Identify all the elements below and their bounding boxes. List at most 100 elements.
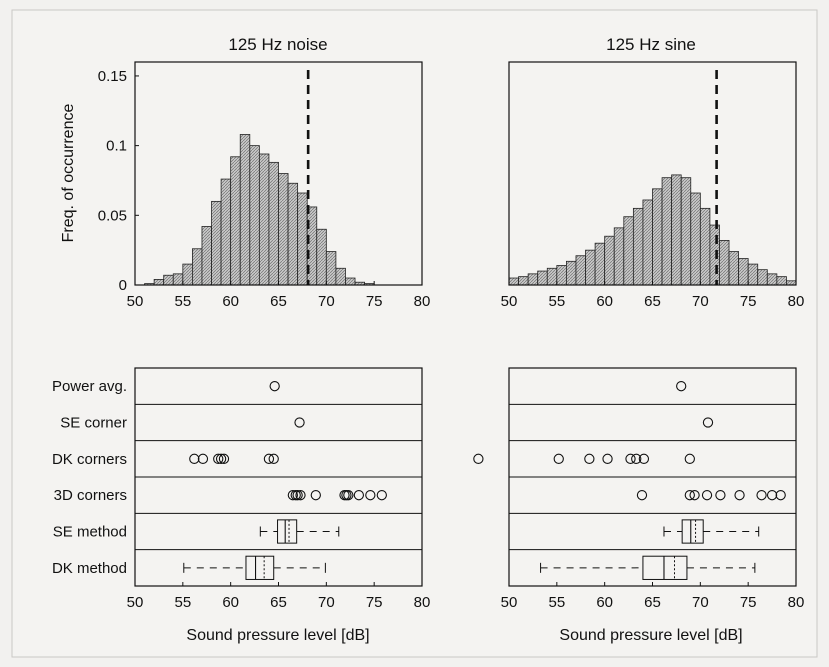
data-point xyxy=(756,490,767,501)
data-point xyxy=(353,490,365,501)
data-point xyxy=(734,490,745,501)
data-point xyxy=(376,490,387,501)
histogram-bar xyxy=(623,216,634,286)
strip-xtick-label: 50 xyxy=(501,594,518,611)
figure-frame xyxy=(11,9,818,658)
histogram-bar xyxy=(287,182,299,286)
histogram-bar xyxy=(690,192,701,286)
histogram-bar xyxy=(297,192,308,286)
strip-xtick-label: 75 xyxy=(740,594,757,611)
y-axis-label: Freq. of occurrence xyxy=(60,104,77,243)
row-label: DK corners xyxy=(52,451,127,468)
data-point xyxy=(215,453,227,464)
histogram-bar xyxy=(728,251,739,286)
data-point xyxy=(701,490,713,501)
histogram-bar xyxy=(776,276,787,286)
data-point xyxy=(584,453,595,464)
row-label: Power avg. xyxy=(52,378,127,395)
histogram-xtick-label: 55 xyxy=(174,293,191,310)
data-point xyxy=(197,453,209,464)
histogram-bar xyxy=(172,273,184,286)
data-point xyxy=(287,490,298,501)
histogram-xtick-label: 55 xyxy=(548,293,565,310)
box xyxy=(245,555,275,580)
ytick-label: 0 xyxy=(119,277,127,294)
ytick-label: 0.15 xyxy=(98,68,127,85)
strip-xtick-label: 70 xyxy=(318,594,335,611)
data-point xyxy=(294,417,305,428)
histogram-bar xyxy=(325,251,337,286)
histogram-bar xyxy=(518,276,529,286)
histogram-bar xyxy=(719,239,730,286)
histogram-xtick-label: 70 xyxy=(692,293,709,310)
row-label: 3D corners xyxy=(54,487,127,504)
data-point xyxy=(775,490,786,501)
box xyxy=(642,555,688,580)
box xyxy=(681,519,704,544)
histogram-bar xyxy=(652,188,663,286)
strip-xtick-label: 65 xyxy=(644,594,661,611)
histogram-sine-title: 125 Hz sine xyxy=(606,35,696,54)
histogram-bar xyxy=(738,258,749,286)
histogram-bar xyxy=(345,277,356,286)
data-point xyxy=(189,453,200,464)
histogram-xtick-label: 75 xyxy=(740,293,757,310)
histogram-bar xyxy=(537,270,548,286)
histogram-bar xyxy=(268,161,279,286)
histogram-bar xyxy=(278,173,289,286)
data-point xyxy=(473,453,484,464)
histogram-bar xyxy=(747,263,759,286)
histogram-bar xyxy=(546,267,558,286)
histogram-xtick-label: 80 xyxy=(414,293,431,310)
row-label: DK method xyxy=(52,560,127,577)
strip-xtick-label: 50 xyxy=(127,594,144,611)
box xyxy=(277,519,298,544)
data-point xyxy=(689,490,700,501)
data-point xyxy=(702,417,714,428)
histogram-noise-title: 125 Hz noise xyxy=(228,35,327,54)
ytick-label: 0.1 xyxy=(106,138,127,155)
histogram-noise: 125 Hz noise Freq. of occurrence 50 55 60 6… xyxy=(60,35,430,310)
data-point xyxy=(365,490,376,501)
strip-xtick-label: 80 xyxy=(414,594,431,611)
histogram-xtick-label: 70 xyxy=(318,293,335,310)
histogram-xtick-label: 65 xyxy=(644,293,661,310)
histogram-bar xyxy=(585,249,596,286)
data-point xyxy=(684,453,695,464)
data-point xyxy=(295,490,306,501)
data-point xyxy=(292,490,303,501)
data-point xyxy=(218,453,230,464)
strip-xtick-label: 55 xyxy=(548,594,565,611)
histogram-bar xyxy=(632,207,644,286)
strip-xtick-label: 55 xyxy=(174,594,191,611)
data-point xyxy=(631,453,642,464)
histogram-bar xyxy=(566,260,577,286)
strip-xtick-label: 75 xyxy=(366,594,383,611)
strip-chart-noise: Power avg. SE corner DK corners 3D corners S… xyxy=(52,367,431,644)
data-point xyxy=(263,453,275,464)
data-point xyxy=(636,490,648,501)
histogram-xtick-label: 65 xyxy=(270,293,287,310)
histogram-bar xyxy=(182,263,193,286)
histogram-bar xyxy=(335,267,346,286)
ytick-label: 0.05 xyxy=(98,207,127,224)
histogram-xtick-label: 60 xyxy=(596,293,613,310)
strip-xtick-label: 80 xyxy=(788,594,805,611)
histogram-xtick-label: 75 xyxy=(366,293,383,310)
histogram-bar xyxy=(594,242,606,286)
histogram-bar xyxy=(766,273,778,286)
histogram-bar xyxy=(709,224,720,286)
x-axis-label-sine: Sound pressure level [dB] xyxy=(559,627,742,644)
histogram-xtick-label: 60 xyxy=(222,293,239,310)
histogram-bar xyxy=(239,134,251,286)
histogram-bar xyxy=(211,200,222,286)
data-point xyxy=(638,453,650,464)
histogram-bar xyxy=(699,207,711,286)
histogram-bar xyxy=(316,228,327,286)
data-point xyxy=(766,490,778,501)
strip-xtick-label: 65 xyxy=(270,594,287,611)
x-axis-label-noise: Sound pressure level [dB] xyxy=(186,627,369,644)
histogram-bar xyxy=(604,235,615,286)
data-point xyxy=(213,453,224,464)
